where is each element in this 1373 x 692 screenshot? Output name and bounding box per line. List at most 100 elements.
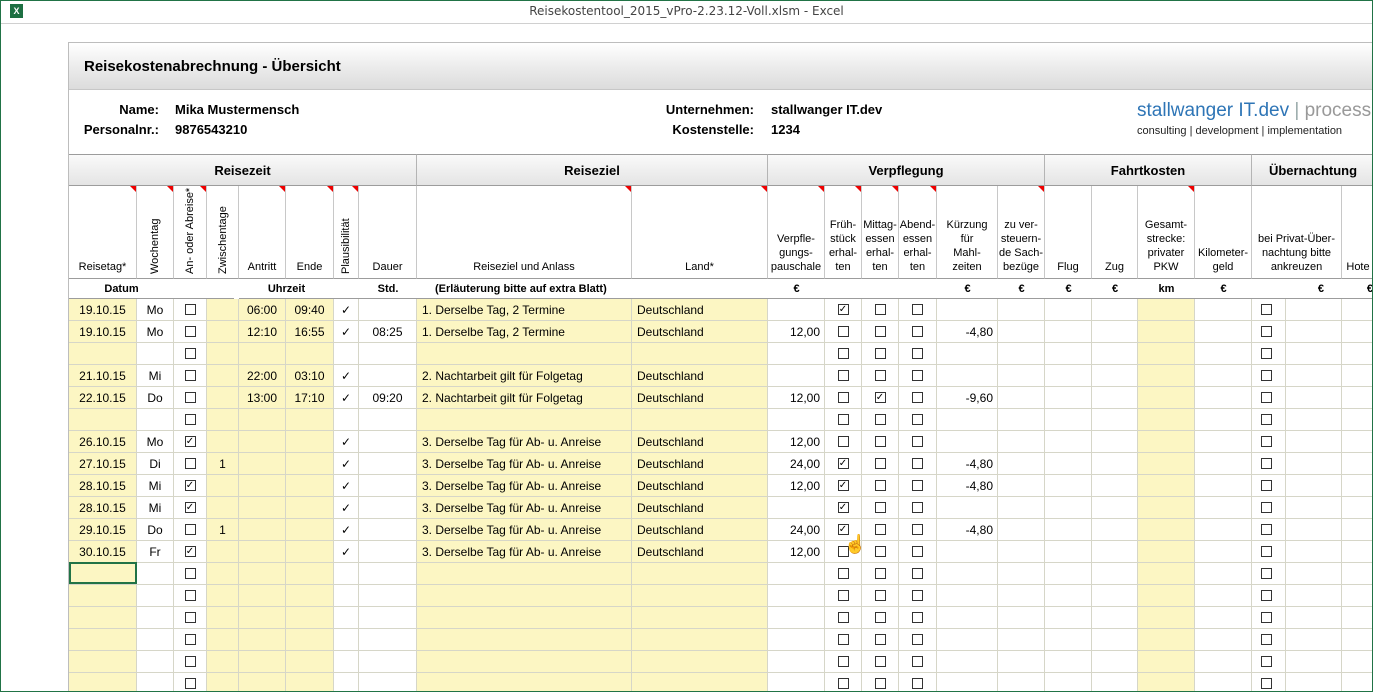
cell-an-abreise[interactable] — [174, 607, 207, 629]
cell-anlass[interactable]: 3. Derselbe Tag für Ab- u. Anreise — [417, 519, 632, 541]
cell-fruehstueck[interactable] — [825, 387, 862, 409]
cell-flug[interactable] — [1045, 365, 1092, 387]
cell-privat[interactable] — [1252, 453, 1286, 475]
cell-pauschale[interactable] — [768, 563, 825, 585]
cell-reisetag[interactable] — [69, 343, 137, 365]
checkbox[interactable] — [912, 678, 923, 690]
cell-fruehstueck[interactable]: ✓ — [825, 453, 862, 475]
checkbox[interactable] — [874, 656, 886, 668]
comment-indicator-icon[interactable] — [352, 186, 358, 192]
cell-zwischentage[interactable] — [207, 607, 239, 629]
cell-mittag[interactable] — [862, 585, 899, 607]
cell-privat[interactable] — [1252, 431, 1286, 453]
cell-abend[interactable] — [899, 453, 937, 475]
cell-dauer[interactable] — [359, 563, 417, 585]
cell-fruehstueck[interactable] — [825, 673, 862, 691]
cell-privat[interactable] — [1252, 365, 1286, 387]
checkbox-checked[interactable]: ✓ — [184, 436, 196, 448]
cell-an-abreise[interactable] — [174, 519, 207, 541]
cell-flug[interactable] — [1045, 453, 1092, 475]
cell-flug[interactable] — [1045, 343, 1092, 365]
cell-fruehstueck[interactable] — [825, 563, 862, 585]
cell-kuerzung[interactable] — [937, 541, 998, 563]
cell-wochentag[interactable]: Mo — [137, 299, 174, 321]
column-header-sach[interactable]: zu ver-steuern-de Sach-bezüge — [998, 186, 1045, 279]
cell-zwischentage[interactable] — [207, 629, 239, 651]
checkbox[interactable] — [184, 524, 196, 536]
cell-zug[interactable] — [1092, 365, 1138, 387]
cell-hotel[interactable] — [1342, 519, 1372, 541]
cell-hotel[interactable] — [1342, 541, 1372, 563]
checkbox[interactable] — [1261, 590, 1272, 602]
cell-kilometergeld[interactable] — [1195, 607, 1252, 629]
cell-pkw[interactable] — [1138, 343, 1195, 365]
cell-fruehstueck[interactable] — [825, 607, 862, 629]
cell-wochentag[interactable]: Fr — [137, 541, 174, 563]
cell-fruehstueck[interactable]: ✓ — [825, 299, 862, 321]
cell-dauer[interactable] — [359, 497, 417, 519]
cell-dauer[interactable] — [359, 343, 417, 365]
cell-land[interactable]: Deutschland — [632, 431, 768, 453]
cell-flug[interactable] — [1045, 321, 1092, 343]
cell-flug[interactable] — [1045, 563, 1092, 585]
cell-an-abreise[interactable]: ✓ — [174, 497, 207, 519]
cell-privat-betrag[interactable] — [1286, 607, 1342, 629]
cell-land[interactable]: Deutschland — [632, 475, 768, 497]
cell-land[interactable] — [632, 585, 768, 607]
cell-anlass[interactable] — [417, 629, 632, 651]
comment-indicator-icon[interactable] — [625, 186, 631, 192]
cell-sachbezuege[interactable] — [998, 541, 1045, 563]
cell-sachbezuege[interactable] — [998, 563, 1045, 585]
cell-privat-betrag[interactable] — [1286, 519, 1342, 541]
cell-privat-betrag[interactable] — [1286, 343, 1342, 365]
checkbox[interactable] — [874, 480, 886, 492]
cell-abend[interactable] — [899, 651, 937, 673]
cell-anlass[interactable] — [417, 651, 632, 673]
cell-privat[interactable] — [1252, 651, 1286, 673]
cell-pkw[interactable] — [1138, 585, 1195, 607]
excel-icon[interactable]: X — [10, 4, 23, 18]
cell-zug[interactable] — [1092, 321, 1138, 343]
cell-plausibilitaet[interactable] — [334, 563, 359, 585]
cell-zwischentage[interactable] — [207, 431, 239, 453]
checkbox[interactable] — [874, 458, 886, 470]
checkbox[interactable] — [184, 612, 196, 624]
cell-kuerzung[interactable]: -4,80 — [937, 453, 998, 475]
cell-land[interactable] — [632, 651, 768, 673]
cell-reisetag[interactable]: 19.10.15 — [69, 299, 137, 321]
cell-pauschale[interactable] — [768, 409, 825, 431]
cell-pkw[interactable] — [1138, 651, 1195, 673]
cell-pauschale[interactable] — [768, 497, 825, 519]
cell-dauer[interactable] — [359, 629, 417, 651]
checkbox[interactable] — [912, 414, 923, 426]
cell-kuerzung[interactable] — [937, 497, 998, 519]
cell-mittag[interactable] — [862, 453, 899, 475]
cell-privat[interactable] — [1252, 563, 1286, 585]
costcenter-value[interactable]: 1234 — [771, 122, 800, 137]
cell-reisetag[interactable]: 22.10.15 — [69, 387, 137, 409]
cell-pkw[interactable] — [1138, 321, 1195, 343]
comment-indicator-icon[interactable] — [930, 186, 936, 192]
cell-land[interactable] — [632, 607, 768, 629]
checkbox[interactable] — [912, 370, 923, 382]
cell-wochentag[interactable] — [137, 563, 174, 585]
checkbox[interactable] — [1261, 304, 1272, 316]
cell-ende[interactable] — [286, 453, 334, 475]
cell-an-abreise[interactable] — [174, 585, 207, 607]
cell-privat-betrag[interactable] — [1286, 497, 1342, 519]
cell-hotel[interactable] — [1342, 651, 1372, 673]
column-header-kuerz[interactable]: Kürzung für Mahl-zeiten — [937, 186, 998, 279]
cell-antritt[interactable] — [239, 453, 286, 475]
cell-kuerzung[interactable] — [937, 431, 998, 453]
cell-pkw[interactable] — [1138, 299, 1195, 321]
cell-flug[interactable] — [1045, 651, 1092, 673]
cell-privat[interactable] — [1252, 629, 1286, 651]
cell-wochentag[interactable]: Di — [137, 453, 174, 475]
cell-zug[interactable] — [1092, 585, 1138, 607]
cell-zwischentage[interactable] — [207, 387, 239, 409]
checkbox[interactable] — [874, 436, 886, 448]
cell-land[interactable]: Deutschland — [632, 497, 768, 519]
checkbox[interactable] — [837, 678, 849, 690]
cell-wochentag[interactable] — [137, 607, 174, 629]
checkbox[interactable] — [912, 590, 923, 602]
